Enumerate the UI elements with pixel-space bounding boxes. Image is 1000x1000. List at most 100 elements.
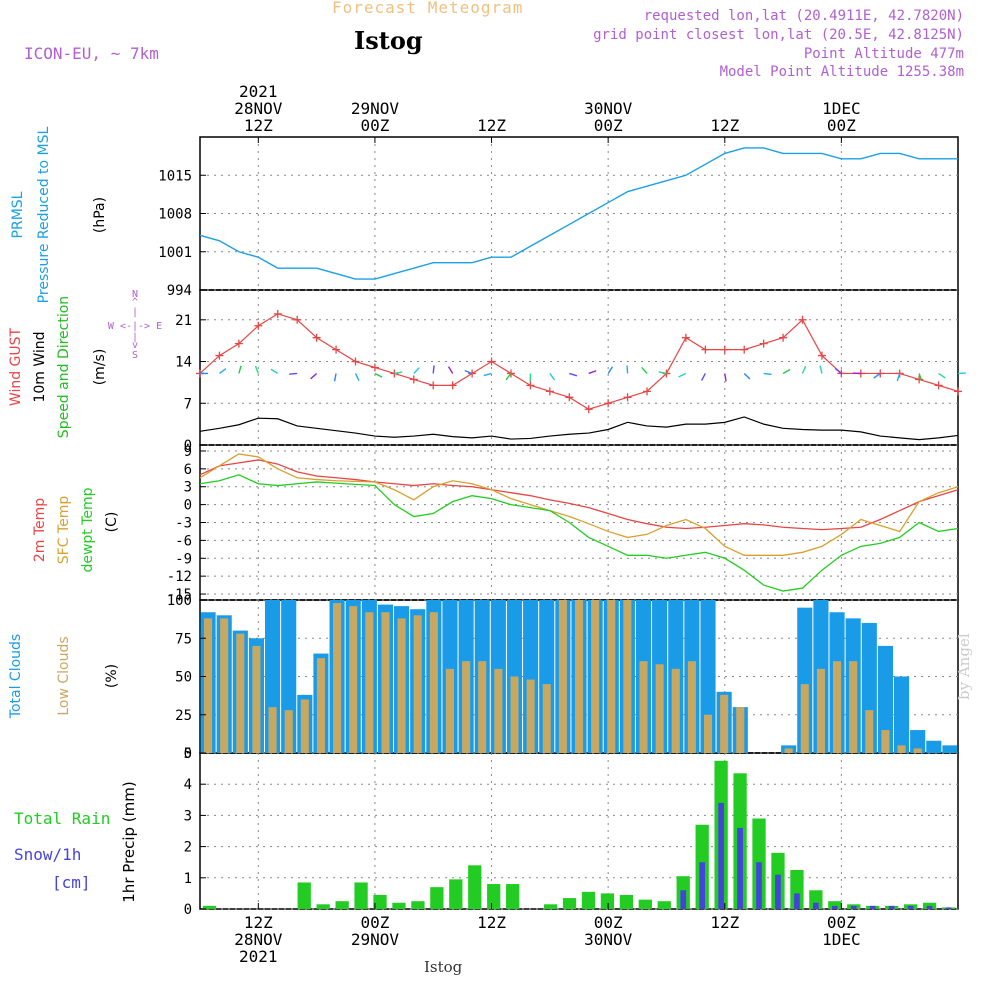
gust-marker [915, 375, 924, 384]
time-label-bottom: 30NOV [584, 930, 633, 949]
wind-direction-arrow [238, 365, 242, 374]
low-cloud-bar [220, 618, 229, 753]
rain-bar [297, 882, 311, 909]
snow-bar [869, 905, 876, 909]
time-label-bottom: 2021 [239, 947, 278, 966]
rain-bar [581, 891, 596, 909]
model-label: ICON-EU, ~ 7km [24, 44, 159, 63]
wind-direction-arrow [310, 372, 318, 380]
rain-bar [828, 901, 842, 909]
gust-marker [584, 405, 593, 414]
snow-bar [907, 905, 914, 909]
gust-marker [487, 357, 496, 366]
wind-direction-arrow [658, 371, 667, 375]
low-cloud-bar [252, 645, 261, 753]
low-cloud-bar [204, 618, 213, 753]
low-cloud-bar [349, 606, 358, 753]
low-cloud-bar [784, 748, 793, 753]
snow-bar [775, 874, 781, 909]
low-cloud-bar [333, 603, 342, 753]
y-tick-label: 994 [167, 283, 192, 299]
wind-direction-arrow [483, 372, 492, 377]
y-tick-label: 1008 [158, 207, 192, 223]
y-tick-label: 21 [175, 313, 192, 329]
low-cloud-bar [397, 618, 406, 753]
low-cloud-bar [542, 684, 551, 753]
low-cloud-bar [526, 679, 535, 753]
gust-marker [759, 339, 768, 348]
rain-bar [335, 901, 349, 909]
y-tick-label: 1 [184, 871, 192, 887]
time-label-top: 1DEC [822, 99, 861, 118]
y-tick-label: 0 [184, 902, 192, 918]
low-cloud-bar [639, 661, 648, 753]
low-cloud-bar [623, 600, 632, 753]
rain-bar [487, 884, 501, 909]
wind-direction-arrow [678, 372, 687, 378]
chart-marks [196, 147, 967, 909]
gust-marker [215, 351, 224, 360]
snow-bar [794, 893, 800, 909]
sfc-temp-line [199, 453, 959, 556]
time-label-top: 00Z [594, 116, 623, 135]
y-tick-label: 2 [184, 840, 192, 856]
precip-unit: 1hr Precip (mm) [120, 781, 138, 902]
y-tick-label: 50 [175, 670, 192, 686]
gust-marker [526, 381, 535, 390]
wind-direction-arrow [626, 365, 629, 374]
low-cloud-bar [687, 661, 696, 753]
wind-direction-arrow [549, 373, 556, 381]
low-cloud-bar [268, 707, 277, 753]
time-label-bottom: 28NOV [234, 930, 283, 949]
low-cloud-bar [445, 668, 455, 753]
time-label-top: 12Z [710, 116, 739, 135]
wind-direction-arrow [270, 368, 279, 375]
gust-marker [312, 333, 321, 342]
chart-title: Forecast Meteogram [332, 0, 524, 17]
y-tick-label: -15 [167, 587, 192, 603]
low-cloud-bar [671, 668, 680, 753]
y-tick-label: -9 [175, 551, 192, 567]
y-tick-label: 1001 [158, 245, 192, 261]
rain-bar [638, 899, 652, 909]
time-label-top: 29NOV [351, 99, 400, 118]
rain-bar [543, 904, 558, 909]
time-label-top: 2021 [239, 82, 278, 101]
rain-bar [392, 902, 406, 909]
y-tick-label: 9 [184, 444, 192, 460]
side-labels: PRMSL Pressure Reduced to MSL (hPa) Wind GU… [8, 126, 162, 902]
gust-marker [545, 387, 554, 396]
wind-label-10m: 10m Wind [32, 331, 48, 402]
wind-direction-arrow [896, 373, 901, 382]
location-title: Istog [354, 26, 423, 55]
time-label-bottom: 12Z [710, 913, 739, 932]
compass-vbar-top: | [132, 307, 138, 318]
y-tick-label: 5 [184, 746, 192, 762]
gust-marker [720, 345, 729, 354]
pressure-unit: (hPa) [92, 197, 108, 233]
low-cloud-bar [849, 661, 858, 753]
wind-direction-arrow [641, 366, 648, 374]
rain-bar [316, 904, 330, 909]
y-tick-label: 6 [184, 462, 192, 478]
y-tick-label: -12 [167, 569, 192, 585]
point-altitude: Point Altitude 477m [803, 46, 964, 62]
time-label-bottom: 12Z [477, 913, 506, 932]
snow-bar [926, 905, 933, 909]
clouds-label-total: Total Clouds [8, 634, 24, 719]
y-tick-label: 25 [175, 708, 192, 724]
rain-bar [790, 870, 804, 909]
y-tick-label: 0 [184, 498, 192, 514]
temp-2m-line [199, 459, 959, 531]
temp-label-2m: 2m Temp [32, 498, 48, 562]
low-cloud-bar [881, 730, 890, 753]
time-label-bottom: 00Z [360, 913, 389, 932]
wind-direction-arrow [413, 367, 420, 374]
gust-marker [837, 369, 846, 378]
wind-direction-arrow [873, 372, 881, 379]
footer-location: Istog [424, 958, 463, 976]
compass-we: W <-|-> E [108, 321, 162, 332]
pressure-label-2: Pressure Reduced to MSL [36, 126, 52, 303]
gust-marker [779, 333, 788, 342]
